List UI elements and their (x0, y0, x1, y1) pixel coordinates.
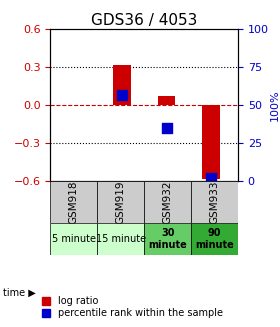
FancyBboxPatch shape (144, 181, 191, 223)
Text: 5 minute: 5 minute (52, 234, 96, 244)
Text: 30
minute: 30 minute (148, 228, 187, 250)
Text: time ▶: time ▶ (3, 288, 36, 298)
Text: GSM918: GSM918 (69, 180, 79, 224)
FancyBboxPatch shape (50, 223, 97, 255)
Point (120, 92, 124, 97)
Bar (113, 65, 131, 105)
Y-axis label: 100%: 100% (270, 90, 280, 121)
Bar (158, 96, 176, 105)
Bar (202, 105, 220, 179)
Point (164, 126, 169, 131)
FancyBboxPatch shape (144, 223, 191, 255)
FancyBboxPatch shape (97, 181, 144, 223)
Text: 90
minute: 90 minute (195, 228, 234, 250)
Text: GSM932: GSM932 (163, 180, 173, 224)
Legend: log ratio, percentile rank within the sample: log ratio, percentile rank within the sa… (38, 292, 227, 322)
Text: GSM933: GSM933 (209, 180, 220, 224)
Text: GSM919: GSM919 (116, 180, 126, 224)
Text: 15 minute: 15 minute (96, 234, 146, 244)
Title: GDS36 / 4053: GDS36 / 4053 (91, 13, 197, 28)
FancyBboxPatch shape (191, 223, 238, 255)
FancyBboxPatch shape (50, 181, 97, 223)
FancyBboxPatch shape (191, 181, 238, 223)
FancyBboxPatch shape (97, 223, 144, 255)
Point (209, 176, 213, 181)
